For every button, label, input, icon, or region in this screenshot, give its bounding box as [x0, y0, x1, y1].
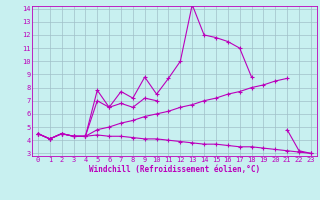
X-axis label: Windchill (Refroidissement éolien,°C): Windchill (Refroidissement éolien,°C) — [89, 165, 260, 174]
